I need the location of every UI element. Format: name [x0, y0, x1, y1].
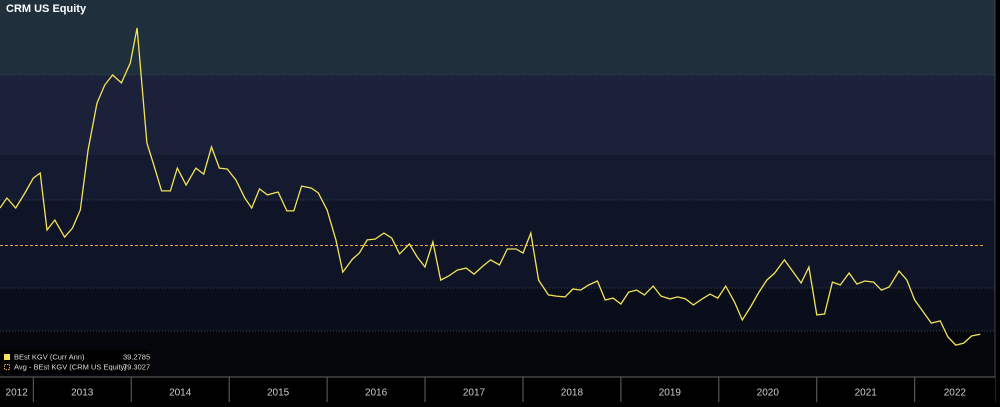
band — [0, 155, 995, 200]
legend-label: BEst KGV (Curr Ann) — [14, 352, 85, 361]
x-axis-area — [0, 377, 995, 402]
legend-swatch — [4, 354, 10, 360]
band — [0, 288, 995, 331]
x-tick-label: 2013 — [71, 388, 94, 399]
legend-box — [0, 350, 150, 374]
x-tick-label: 2014 — [169, 388, 192, 399]
x-tick-label: 2018 — [561, 388, 584, 399]
band — [0, 75, 995, 155]
legend-label: Avg - BEst KGV (CRM US Equity) — [14, 362, 127, 371]
x-tick-label: 2015 — [267, 388, 290, 399]
legend-value: 79.3027 — [123, 362, 150, 371]
x-tick-label: 2012 — [6, 388, 29, 399]
x-tick-label: 2017 — [463, 388, 486, 399]
band — [0, 331, 995, 377]
legend-swatch — [4, 364, 10, 370]
x-tick-label: 2016 — [365, 388, 388, 399]
x-tick-label: 2021 — [855, 388, 878, 399]
x-tick-label: 2019 — [659, 388, 682, 399]
chart-title: CRM US Equity — [6, 3, 87, 15]
x-tick-label: 2022 — [944, 388, 967, 399]
legend-value: 39.2785 — [123, 352, 150, 361]
grid — [0, 74, 995, 332]
band — [0, 200, 995, 288]
x-tick-label: 2020 — [757, 388, 780, 399]
band — [0, 0, 995, 75]
series-line — [0, 27, 981, 346]
